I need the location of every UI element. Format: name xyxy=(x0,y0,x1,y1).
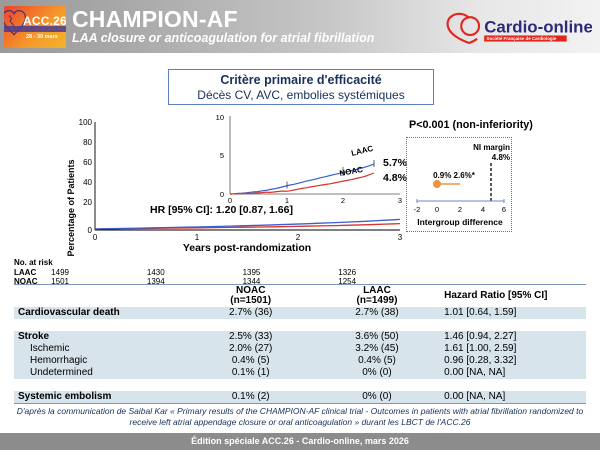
svg-text:100: 100 xyxy=(79,118,93,127)
svg-text:HR [95% CI]: 1.20 [0.87, 1.66]: HR [95% CI]: 1.20 [0.87, 1.66] xyxy=(150,204,293,216)
svg-text:0: 0 xyxy=(435,205,439,214)
svg-text:Percentage of Patients: Percentage of Patients xyxy=(66,159,76,256)
svg-text:3: 3 xyxy=(398,196,402,205)
svg-text:0: 0 xyxy=(93,233,98,242)
svg-text:4.8%: 4.8% xyxy=(492,153,510,162)
svg-text:0: 0 xyxy=(220,190,224,199)
svg-text:2: 2 xyxy=(341,196,345,205)
svg-text:Years post-randomization: Years post-randomization xyxy=(183,242,311,254)
svg-text:1: 1 xyxy=(285,196,289,205)
svg-text:20: 20 xyxy=(83,198,92,207)
svg-text:5.7%: 5.7% xyxy=(383,157,408,169)
svg-text:10: 10 xyxy=(216,113,224,122)
svg-text:4: 4 xyxy=(481,205,485,214)
svg-text:2: 2 xyxy=(296,233,301,242)
svg-text:0: 0 xyxy=(228,196,232,205)
svg-text:40: 40 xyxy=(83,178,92,187)
svg-text:2: 2 xyxy=(458,205,462,214)
svg-text:1: 1 xyxy=(195,233,200,242)
svg-text:NOAC: NOAC xyxy=(339,165,364,178)
svg-text:-2: -2 xyxy=(414,205,421,214)
svg-text:0.9% 2.6%*: 0.9% 2.6%* xyxy=(433,171,476,180)
svg-text:Intergroup difference: Intergroup difference xyxy=(417,217,503,227)
svg-text:6: 6 xyxy=(502,205,506,214)
svg-text:3: 3 xyxy=(398,233,403,242)
svg-text:Société Française de Cardiolog: Société Française de Cardiologie xyxy=(487,36,557,41)
svg-text:60: 60 xyxy=(83,158,92,167)
svg-text:80: 80 xyxy=(83,138,92,147)
svg-text:NI margin: NI margin xyxy=(473,143,510,152)
svg-text:LAAC: LAAC xyxy=(350,144,374,158)
svg-text:5: 5 xyxy=(220,151,224,160)
svg-text:4.8%: 4.8% xyxy=(383,172,408,184)
svg-text:Cardio-online: Cardio-online xyxy=(484,18,592,37)
